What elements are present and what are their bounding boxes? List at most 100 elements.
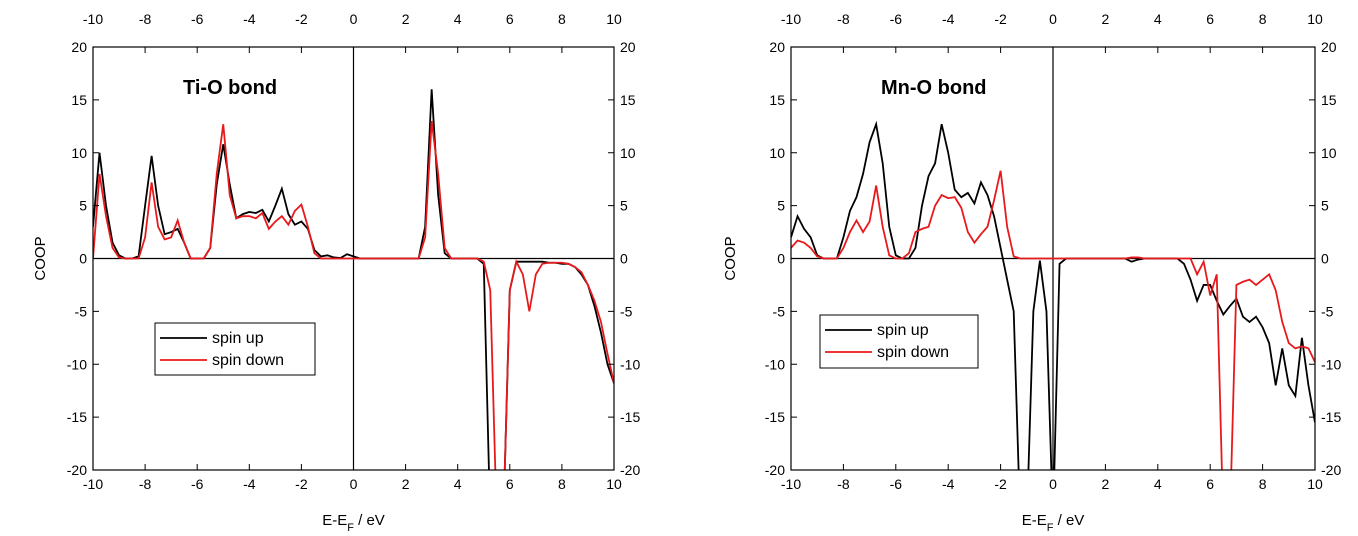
x-axis-label-part: E-E: [322, 512, 347, 529]
y-tick-label: -5: [75, 303, 88, 319]
x-tick-label: -8: [837, 476, 850, 492]
y-tick-label-right: -20: [620, 462, 640, 478]
x-tick-label: -4: [243, 476, 256, 492]
data-line: [791, 170, 1315, 470]
legend-box: [154, 322, 316, 376]
x-tick-label: 6: [1206, 476, 1214, 492]
x-axis-label-part: E-E: [1022, 512, 1047, 529]
y-axis-label: COOP: [32, 236, 49, 280]
legend-label: spin up: [212, 330, 264, 347]
legend-label: spin down: [212, 352, 284, 369]
y-tick-label: 20: [71, 39, 87, 55]
y-tick-label: -20: [765, 462, 785, 478]
x-tick-label-top: -4: [243, 11, 256, 27]
legend-label: spin down: [877, 344, 949, 361]
x-tick-label-top: 8: [1259, 11, 1267, 27]
y-tick-label: 15: [769, 92, 785, 108]
x-tick-label-top: 2: [1102, 11, 1110, 27]
y-tick-label-right: 10: [620, 145, 636, 161]
x-tick-label: -6: [191, 476, 204, 492]
y-tick-label-right: -10: [620, 356, 640, 372]
x-tick-label: 8: [1259, 476, 1267, 492]
x-tick-label: -2: [295, 476, 308, 492]
y-tick-label-right: 0: [1321, 251, 1329, 267]
legend-label: spin up: [877, 322, 929, 339]
x-tick-label: 10: [1307, 476, 1323, 492]
x-tick-label-top: 2: [402, 11, 410, 27]
y-tick-label-right: -20: [1321, 462, 1341, 478]
y-tick-label: 0: [777, 251, 785, 267]
x-tick-label-top: -6: [890, 11, 903, 27]
x-tick-label-top: 0: [350, 11, 358, 27]
x-tick-label-top: -10: [83, 11, 103, 27]
x-tick-label-top: 6: [506, 11, 514, 27]
x-tick-label-top: -2: [994, 11, 1007, 27]
x-tick-label-top: 0: [1049, 11, 1057, 27]
x-tick-label: 6: [506, 476, 514, 492]
x-tick-label: -10: [83, 476, 103, 492]
x-tick-label: 10: [606, 476, 622, 492]
x-axis-label-part: / eV: [1053, 512, 1084, 529]
x-tick-label-top: -8: [837, 11, 850, 27]
y-tick-label-right: -5: [1321, 303, 1334, 319]
x-tick-label-top: -6: [191, 11, 204, 27]
x-tick-label-top: 8: [558, 11, 566, 27]
x-tick-label: 8: [558, 476, 566, 492]
y-tick-label-right: -15: [1321, 409, 1341, 425]
annotation: Ti-O bond: [183, 77, 277, 99]
chart-panel: -10-10-8-8-6-6-4-4-2-200224466881010-20-…: [32, 11, 640, 534]
x-axis-label-part: F: [347, 522, 354, 531]
annotation: Mn-O bond: [881, 77, 987, 99]
x-tick-label-top: 10: [606, 11, 622, 27]
y-tick-label: -20: [67, 462, 87, 478]
y-tick-label-right: -5: [620, 303, 633, 319]
y-tick-label: -10: [765, 356, 785, 372]
x-tick-label: 4: [1154, 476, 1162, 492]
x-tick-label: 0: [1049, 476, 1057, 492]
y-tick-label-right: 10: [1321, 145, 1337, 161]
x-tick-label: 2: [402, 476, 410, 492]
y-tick-label: 5: [79, 198, 87, 214]
y-tick-label: -15: [67, 409, 87, 425]
x-axis-label-part: / eV: [354, 512, 385, 529]
y-tick-label: -10: [67, 356, 87, 372]
x-tick-label-top: -10: [781, 11, 801, 27]
y-tick-label: 10: [769, 145, 785, 161]
x-tick-label: -10: [781, 476, 801, 492]
x-tick-label-top: -4: [942, 11, 955, 27]
x-tick-label: 0: [350, 476, 358, 492]
legend-box: [819, 314, 979, 369]
y-tick-label: 0: [79, 251, 87, 267]
chart-panel: -10-10-8-8-6-6-4-4-2-200224466881010-20-…: [722, 11, 1341, 534]
y-tick-label-right: 20: [620, 39, 636, 55]
x-axis-label-part: F: [1047, 522, 1054, 531]
x-tick-label-top: -8: [139, 11, 152, 27]
x-tick-label: 2: [1102, 476, 1110, 492]
data-line: [93, 120, 614, 470]
x-tick-label: -6: [890, 476, 903, 492]
y-tick-label-right: 5: [1321, 198, 1329, 214]
y-axis-label: COOP: [722, 236, 739, 280]
y-tick-label: 15: [71, 92, 87, 108]
data-line: [791, 120, 1315, 470]
x-tick-label-top: 4: [1154, 11, 1162, 27]
y-tick-label-right: 5: [620, 198, 628, 214]
x-tick-label-top: 4: [454, 11, 462, 27]
y-tick-label-right: 0: [620, 251, 628, 267]
x-tick-label-top: 10: [1307, 11, 1323, 27]
y-tick-label: -15: [765, 409, 785, 425]
x-tick-label: -4: [942, 476, 955, 492]
y-tick-label: 10: [71, 145, 87, 161]
y-tick-label: 20: [769, 39, 785, 55]
x-tick-label-top: -2: [295, 11, 308, 27]
y-tick-label-right: 15: [620, 92, 636, 108]
data-line: [93, 89, 614, 470]
y-tick-label: -5: [773, 303, 786, 319]
x-tick-label: 4: [454, 476, 462, 492]
x-axis-label: E-EF / eV: [1022, 512, 1085, 531]
y-tick-label-right: -10: [1321, 356, 1341, 372]
x-tick-label: -8: [139, 476, 152, 492]
y-tick-label-right: 20: [1321, 39, 1337, 55]
